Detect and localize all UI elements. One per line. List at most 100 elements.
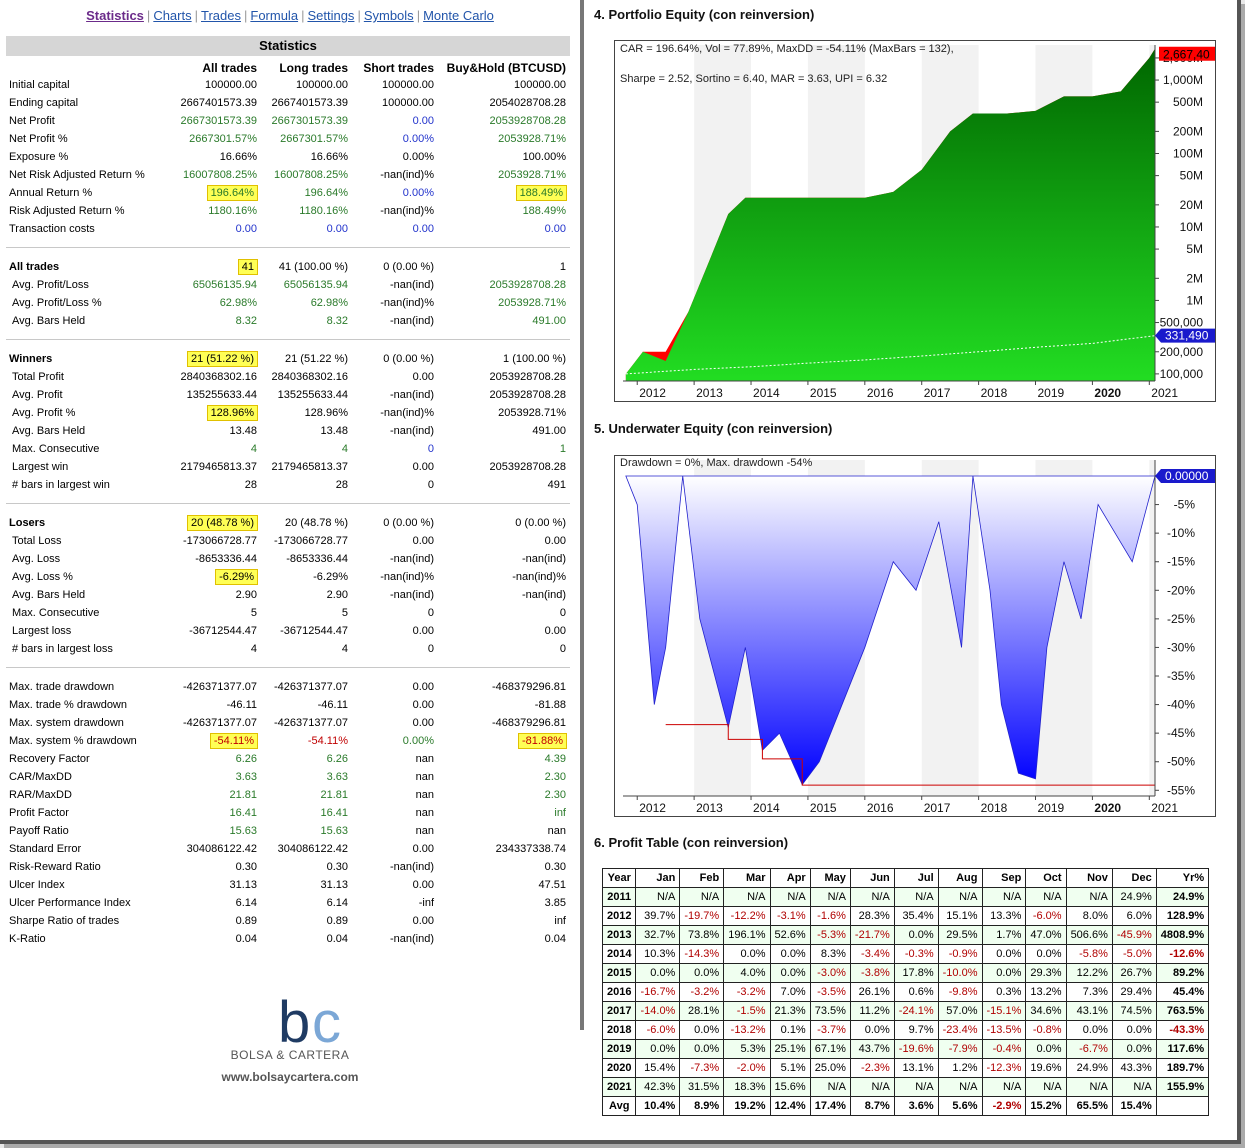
stats-value: 2054028708.28 [489,97,566,109]
stats-value: -6.29% [215,569,258,585]
profit-table-cell: 0.0% [849,1020,895,1040]
stats-value: -nan(ind) [521,589,566,601]
stats-value: 0.00 [326,223,348,235]
stats-value: 128.96% [206,405,259,421]
profit-table-header-cell: Apr [769,868,811,888]
profit-table-cell: -13.5% [981,1020,1027,1040]
profit-table-cell: N/A [937,887,983,907]
stats-cell: 2667301573.39 [272,112,348,130]
profit-table-cell: 0.1% [769,1020,811,1040]
stats-value: -nan(ind)% [380,571,434,583]
profit-table-row: 2012 39.7% -19.7% -12.2% -3.1% -1.6% 28.3% 35.4… [601,906,1210,926]
stats-cell: 16007808.25% [183,166,257,184]
profit-table-header-cell: Jan [635,868,681,888]
stats-row-label: K-Ratio [9,933,46,945]
stats-row-label: Total Profit [12,371,64,383]
stats-cell: 16007808.25% [274,166,348,184]
profit-table-cell: -0.4% [981,1039,1027,1059]
stats-row-label: # bars in largest win [12,479,110,491]
y-tick-label: 500M [1173,95,1203,109]
profit-table-cell: 19.6% [1025,1058,1067,1078]
profit-table-cell: N/A [893,1077,939,1097]
stats-row-label: Initial capital [9,79,70,91]
profit-table-cell: -24.1% [893,1001,939,1021]
nav-link-statistics[interactable]: Statistics [86,8,144,23]
underwater-equity-chart[interactable]: -5% -10% -15% -20% -25% -30% -35% -40% -45% -50% -… [614,455,1216,817]
stats-value: 2667301.57% [280,133,348,145]
stats-value: 0.00 [412,461,434,473]
stats-value: 28 [335,479,348,491]
stats-value: 65056135.94 [192,279,257,291]
profit-table-cell: -10.0% [937,963,983,983]
profit-table-cell: N/A [981,887,1027,907]
profit-table-avg-cell [1155,1096,1210,1116]
nav-link-settings[interactable]: Settings [307,8,355,23]
stats-row-label: Avg. Loss % [12,571,73,583]
stats-divider [6,667,570,668]
nav-link-formula[interactable]: Formula [250,8,299,23]
stats-cell: 0.00 [413,714,434,732]
panel-divider[interactable] [580,0,584,1030]
nav-link-monte-carlo[interactable]: Monte Carlo [423,8,494,23]
stats-cell: 100000.00 [296,76,348,94]
stats-cell: 0.30 [236,858,257,876]
nav-link-charts[interactable]: Charts [153,8,192,23]
stats-cell: 31.13 [229,876,257,894]
profit-table-cell: -3.8% [849,963,895,983]
stats-cell: -468379296.81 [492,714,566,732]
stats-row-label: Avg. Profit/Loss % [12,297,102,309]
stats-row-label: Transaction costs [9,223,95,235]
profit-table-cell: 6.0% [1111,906,1157,926]
stats-cell: 0.00 [413,622,434,640]
nav-link-symbols[interactable]: Symbols [363,8,414,23]
stats-row-label: Exposure % [9,151,69,163]
profit-table-cell: 43.7% [849,1039,895,1059]
stats-cell: 0.89 [236,912,257,930]
underwater-last-value: 0.00000 [1165,469,1209,483]
stats-value: 0.00 [412,223,434,235]
profit-table-year: 2017 [601,1001,637,1021]
profit-table-cell: 0.0% [679,963,725,983]
stats-row: Max. trade drawdown -426371377.07 -4263713… [0,678,580,696]
stats-row-label: Avg. Profit [12,389,63,401]
stats-cell: 2053928.71% [498,404,566,422]
y-tick-label: 50M [1180,169,1203,183]
stats-cell: 0.00 [413,368,434,386]
profit-table-year: 2021 [601,1077,637,1097]
stats-row-label: Profit Factor [9,807,69,819]
stats-cell: -nan(ind)% [380,568,434,586]
profit-table-cell: -5.8% [1065,944,1113,964]
x-tick-label: 2013 [696,801,723,815]
profit-table-cell: 7.0% [769,982,811,1002]
stats-cell: 20 (48.78 %) [187,514,258,532]
x-tick-label: 2017 [924,386,951,400]
stats-cell: -54.11% [209,732,259,750]
stats-cell: -6.29% [313,568,348,586]
profit-table-avg-cell: 3.6% [893,1096,939,1116]
profit-table-cell: 117.6% [1155,1039,1210,1059]
stats-value: 0.89 [235,915,257,927]
y-tick-label: -10% [1167,526,1195,540]
stats-value: 196.64% [304,187,348,199]
stats-value: 2053928708.28 [489,279,566,291]
stats-value: 16.66% [310,151,348,163]
stats-cell: 0.04 [545,930,566,948]
stats-cell: 4 [251,640,257,658]
profit-table-cell: N/A [635,887,681,907]
portfolio-equity-chart[interactable]: 2,000M1,000M500M200M100M50M20M10M5M2M1M5… [614,40,1216,402]
stats-value: 100.00% [522,151,566,163]
stats-value: 20 (48.78 %) [187,515,258,531]
nav-link-trades[interactable]: Trades [201,8,241,23]
stats-cell: -426371377.07 [274,678,348,696]
logo-url: www.bolsaycartera.com [221,1070,359,1084]
stats-value: 2667401573.39 [271,97,348,109]
profit-table-cell: 0.0% [769,944,811,964]
profit-table-cell: -6.0% [1025,906,1067,926]
stats-cell: -nan(ind)% [380,294,434,312]
stats-row-label: Max. trade % drawdown [9,699,127,711]
profit-table-cell: 196.1% [723,925,771,945]
stats-value: 62.98% [310,297,348,309]
stats-cell: nan [416,750,434,768]
profit-table-cell: 73.8% [679,925,725,945]
stats-cell: -36712544.47 [189,622,257,640]
